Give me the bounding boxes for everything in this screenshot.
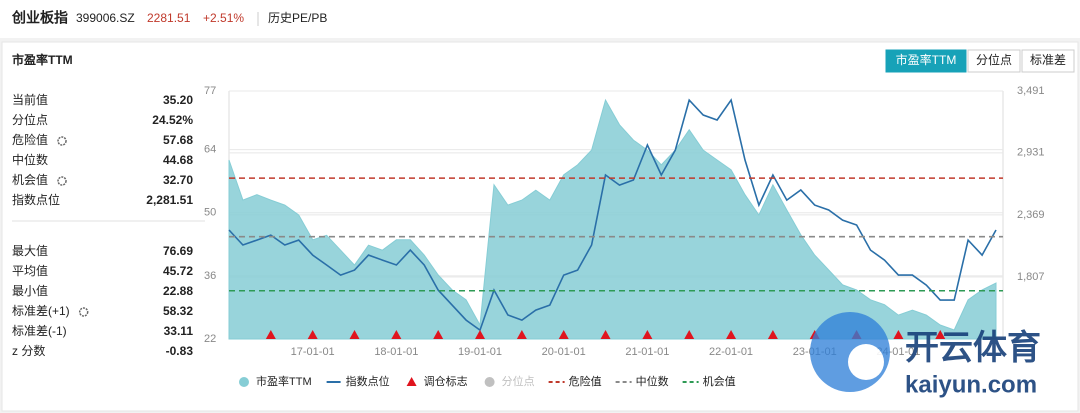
x-tick-label: 17-01-01	[291, 346, 335, 358]
stat-value: 33.11	[164, 324, 194, 338]
stat-label: 危险值	[12, 132, 48, 147]
rebalance-marker	[684, 330, 695, 339]
stat-value: 32.70	[163, 173, 193, 187]
stat-value: 2,281.51	[146, 193, 193, 207]
stat-value: 22.88	[163, 284, 193, 298]
legend-label: 中位数	[636, 374, 669, 388]
stat-label: 最大值	[12, 243, 48, 258]
watermark-ball	[848, 344, 884, 380]
stat-label: z 分数	[12, 343, 45, 358]
rebalance-marker	[265, 330, 276, 339]
index-code: 399006.SZ	[76, 11, 135, 25]
stat-label: 分位点	[12, 112, 48, 127]
index-line	[228, 98, 997, 332]
legend-swatch	[406, 377, 417, 386]
legend-label: 指数点位	[346, 374, 390, 388]
tab-label[interactable]: 标准差	[1030, 53, 1066, 67]
stat-value: 57.68	[163, 133, 193, 147]
tab-label[interactable]: 市盈率TTM	[896, 52, 957, 67]
rebalance-marker	[349, 330, 360, 339]
legend-swatch	[484, 377, 495, 387]
x-tick-label: 21-01-01	[625, 346, 669, 358]
stat-value: 76.69	[163, 244, 193, 258]
stat-label: 指数点位	[12, 192, 60, 207]
y-tick-label: 36	[204, 270, 216, 282]
index-name: 创业板指	[11, 10, 68, 26]
stat-value: -0.83	[166, 344, 194, 358]
legend-label: 机会值	[703, 374, 736, 388]
legend-label[interactable]: 分位点	[502, 374, 535, 388]
x-tick-label: 18-01-01	[374, 346, 418, 358]
rebalance-marker	[558, 330, 569, 339]
legend-label: 市盈率TTM	[256, 374, 312, 388]
index-change: +2.51%	[203, 11, 244, 25]
rebalance-marker	[893, 330, 904, 339]
stat-value: 45.72	[163, 264, 193, 278]
stat-label: 机会值	[12, 172, 48, 187]
gear-icon	[57, 136, 67, 146]
y2-tick-label: 1,807	[1017, 271, 1045, 283]
gear-icon	[57, 176, 67, 186]
stat-label: 标准差(+1)	[12, 304, 70, 318]
rebalance-marker	[307, 330, 318, 339]
rebalance-marker	[935, 330, 946, 339]
stat-value: 58.32	[163, 304, 193, 318]
watermark-site: kaiyun.com	[905, 371, 1037, 398]
y2-tick-label: 2,369	[1017, 209, 1045, 221]
tab[interactable]	[967, 49, 1021, 73]
stat-value: 44.68	[163, 153, 193, 167]
y-tick-label: 50	[204, 207, 216, 219]
rebalance-marker	[475, 330, 486, 339]
stat-label: 当前值	[12, 92, 48, 107]
rebalance-marker	[726, 330, 737, 339]
header-bar	[0, 0, 1080, 38]
pe-area	[228, 98, 997, 340]
panel-title: 市盈率TTM	[12, 52, 73, 67]
x-tick-label: 20-01-01	[542, 346, 586, 358]
history-link[interactable]: 历史PE/PB	[268, 11, 327, 25]
legend-label: 调仓标志	[424, 374, 468, 388]
stat-label: 最小值	[12, 283, 48, 298]
legend-label: 危险值	[569, 374, 602, 388]
stat-label: 标准差(-1)	[12, 324, 67, 338]
stat-label: 平均值	[12, 263, 48, 278]
rebalance-marker	[516, 330, 527, 339]
tab[interactable]	[1021, 49, 1075, 73]
x-tick-label: 19-01-01	[458, 346, 502, 358]
y-tick-label: 22	[204, 333, 216, 345]
rebalance-marker	[433, 330, 444, 339]
tab-label[interactable]: 分位点	[976, 52, 1012, 67]
watermark-brand: 开云体育	[905, 329, 1041, 367]
y2-tick-label: 2,931	[1017, 147, 1045, 159]
legend-swatch	[239, 377, 249, 387]
stat-value: 35.20	[163, 93, 193, 107]
y-tick-label: 77	[204, 85, 216, 97]
rebalance-marker	[767, 330, 778, 339]
watermark: 开云体育 kaiyun.com	[810, 312, 1041, 398]
rebalance-marker	[391, 330, 402, 339]
stat-value: 24.52%	[152, 113, 193, 127]
gear-icon	[78, 307, 89, 317]
rebalance-marker	[600, 330, 611, 339]
stat-label: 中位数	[12, 152, 48, 167]
y2-tick-label: 3,491	[1017, 85, 1045, 97]
tab[interactable]	[885, 49, 967, 73]
x-tick-label: 22-01-01	[709, 346, 753, 358]
index-price: 2281.51	[147, 11, 191, 25]
y-tick-label: 64	[204, 144, 216, 156]
rebalance-marker	[642, 330, 653, 339]
